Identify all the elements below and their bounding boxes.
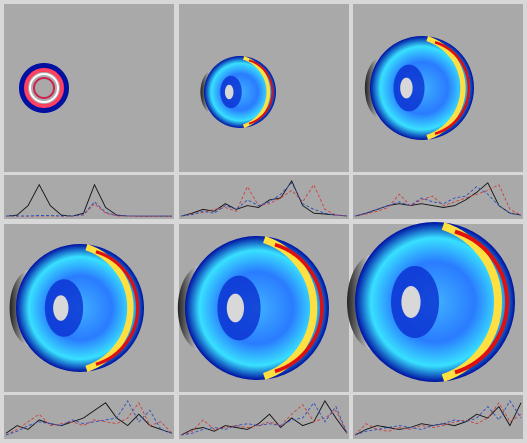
wave-front (434, 40, 471, 136)
line-plot (179, 175, 349, 219)
line-plot (353, 395, 523, 439)
series-line (5, 401, 173, 436)
series-line (354, 400, 522, 436)
line-plot (4, 395, 174, 439)
series-line (180, 400, 348, 436)
panel (177, 224, 349, 439)
series-line (6, 201, 172, 217)
wave-front (85, 244, 134, 372)
simulation-image (4, 4, 174, 172)
series-line (180, 404, 348, 436)
ring (29, 73, 59, 103)
series-line (180, 183, 348, 217)
inner-core (226, 293, 245, 323)
series-line (5, 402, 173, 434)
ring (33, 77, 55, 99)
series-line (354, 182, 522, 217)
inner-core (224, 84, 234, 100)
wave-front (441, 222, 502, 382)
panel (347, 222, 523, 439)
wave-front (454, 229, 510, 375)
panel (4, 4, 174, 219)
wave-front (263, 236, 318, 380)
inner-core (400, 77, 413, 99)
ring (24, 68, 64, 108)
inner-core (53, 295, 69, 321)
wave-front (95, 250, 140, 366)
inner-core (401, 286, 421, 318)
panel (353, 4, 523, 219)
series-line (180, 401, 348, 436)
wave-front (248, 59, 274, 125)
line-plot (4, 175, 174, 219)
panel (179, 4, 349, 219)
wave-front (426, 36, 466, 140)
series-line (180, 182, 348, 217)
line-plot (179, 395, 349, 439)
series-line (354, 401, 522, 436)
line-plot (353, 175, 523, 219)
ring (19, 63, 69, 113)
wave-front (274, 242, 324, 374)
panel (4, 224, 174, 439)
